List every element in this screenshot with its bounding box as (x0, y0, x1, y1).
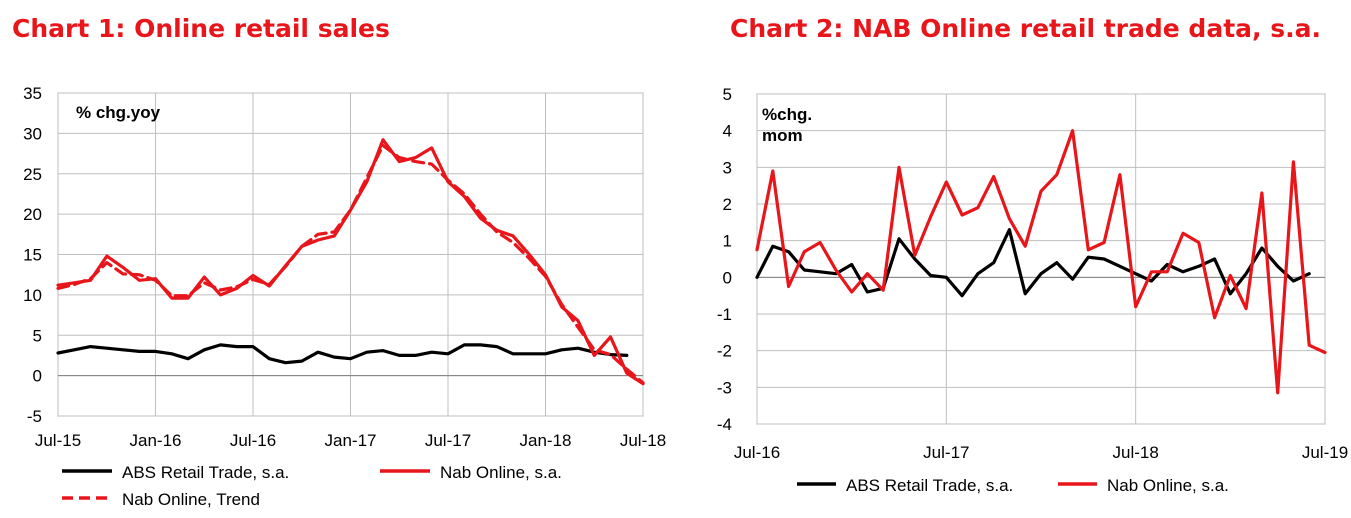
chart2-ytick-label: 2 (723, 195, 732, 214)
chart2-annotation: mom (762, 126, 803, 145)
chart2-group: -4 -3 -2 -1 0 1 2 3 4 5 Jul-16 Jul-17 Jul-18 Jul-19 %c… (717, 85, 1348, 495)
chart2-ytick-label: 0 (723, 268, 732, 287)
chart1-legend-label: Nab Online, Trend (122, 490, 260, 509)
chart2-ytick-label: -2 (717, 342, 732, 361)
chart1-ytick-label: 15 (23, 246, 42, 265)
chart1-group: -5 0 5 10 15 20 25 30 35 Jul-15 Jan-16 Jul-16 Jan-17… (23, 84, 666, 509)
chart2-ytick-label: 3 (723, 158, 732, 177)
chart2-ytick-label: 1 (723, 232, 732, 251)
chart2-annotation: %chg. (762, 105, 812, 124)
chart2-xtick-label: Jul-16 (734, 443, 780, 462)
chart2-xtick-label: Jul-18 (1113, 443, 1159, 462)
chart1-ytick-label: 35 (23, 84, 42, 103)
chart1-xtick-label: Jul-18 (620, 431, 666, 450)
chart2-ytick-label: -1 (717, 305, 732, 324)
chart1-xtick-label: Jul-17 (425, 431, 471, 450)
chart2-series-nab-online-s-a (755, 129, 1327, 395)
chart2-ytick-label: -3 (717, 378, 732, 397)
chart1-ytick-label: 0 (33, 367, 42, 386)
chart2-legend-label: Nab Online, s.a. (1107, 476, 1229, 495)
chart2-plot-area (756, 93, 1326, 425)
chart1-xtick-label: Jan-16 (130, 431, 182, 450)
chart1-ytick-label: 30 (23, 124, 42, 143)
chart1-ytick-label: 25 (23, 165, 42, 184)
chart2-ytick-label: 5 (723, 85, 732, 104)
chart1-series-nab-online-trend (56, 143, 645, 385)
chart1-series-abs-retail-trade-s-a (56, 343, 629, 365)
chart1-legend-label: Nab Online, s.a. (440, 463, 562, 482)
chart1-legend-label: ABS Retail Trade, s.a. (122, 463, 289, 482)
chart2-xtick-label: Jul-19 (1302, 443, 1348, 462)
chart1-ytick-label: 5 (33, 326, 42, 345)
chart2-xtick-label: Jul-17 (923, 443, 969, 462)
chart1-xtick-label: Jan-17 (325, 431, 377, 450)
chart2-series-abs-retail-trade-s-a (755, 228, 1311, 298)
chart2-ytick-label: 4 (723, 122, 732, 141)
chart1-xtick-label: Jan-18 (520, 431, 572, 450)
chart2-title: Chart 2: NAB Online retail trade data, s… (730, 14, 1321, 43)
chart1-ytick-label: -5 (27, 407, 42, 426)
chart1-ytick-label: 10 (23, 286, 42, 305)
chart1-annotation: % chg.yoy (76, 103, 161, 122)
chart1-title: Chart 1: Online retail sales (12, 14, 390, 43)
chart2-ytick-label: -4 (717, 415, 732, 434)
chart1-xtick-label: Jul-16 (230, 431, 276, 450)
chart1-xtick-label: Jul-15 (35, 431, 81, 450)
chart1-ytick-label: 20 (23, 205, 42, 224)
chart2-legend-label: ABS Retail Trade, s.a. (846, 476, 1013, 495)
